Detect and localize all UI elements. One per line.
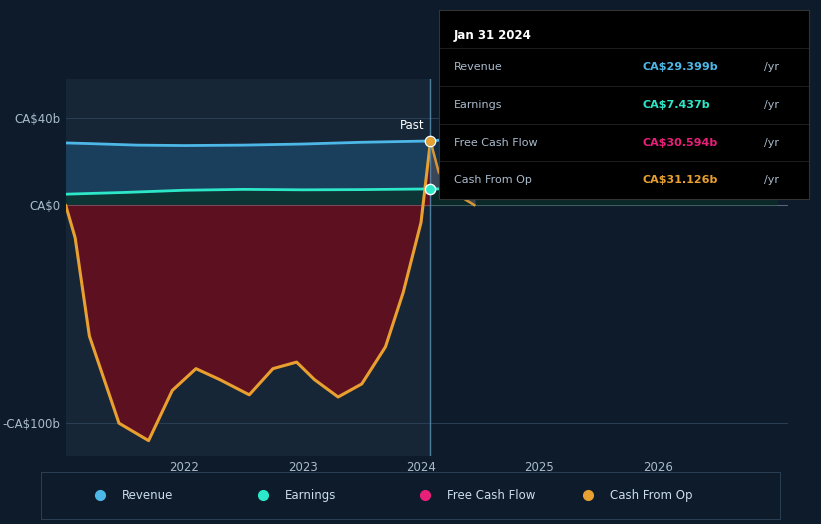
Text: Analysts Forecasts: Analysts Forecasts: [440, 119, 550, 132]
Text: Free Cash Flow: Free Cash Flow: [447, 489, 536, 501]
Text: Cash From Op: Cash From Op: [454, 175, 532, 185]
Text: Revenue: Revenue: [122, 489, 174, 501]
Text: Revenue: Revenue: [454, 62, 502, 72]
Text: /yr: /yr: [764, 100, 779, 110]
Text: CA$29.399b: CA$29.399b: [643, 62, 718, 72]
Text: /yr: /yr: [764, 137, 779, 148]
Text: CA$31.126b: CA$31.126b: [643, 175, 718, 185]
Text: Earnings: Earnings: [285, 489, 337, 501]
Text: Free Cash Flow: Free Cash Flow: [454, 137, 538, 148]
Text: CA$7.437b: CA$7.437b: [643, 100, 710, 110]
Text: Earnings: Earnings: [454, 100, 502, 110]
Text: /yr: /yr: [764, 175, 779, 185]
Text: Past: Past: [400, 119, 424, 132]
Text: Jan 31 2024: Jan 31 2024: [454, 29, 532, 42]
Text: Cash From Op: Cash From Op: [610, 489, 692, 501]
Bar: [66, 79, 430, 456]
Point: [424, 137, 437, 145]
Point: [424, 185, 437, 193]
Point: [424, 137, 437, 145]
Text: /yr: /yr: [764, 62, 779, 72]
Text: CA$30.594b: CA$30.594b: [643, 137, 718, 148]
